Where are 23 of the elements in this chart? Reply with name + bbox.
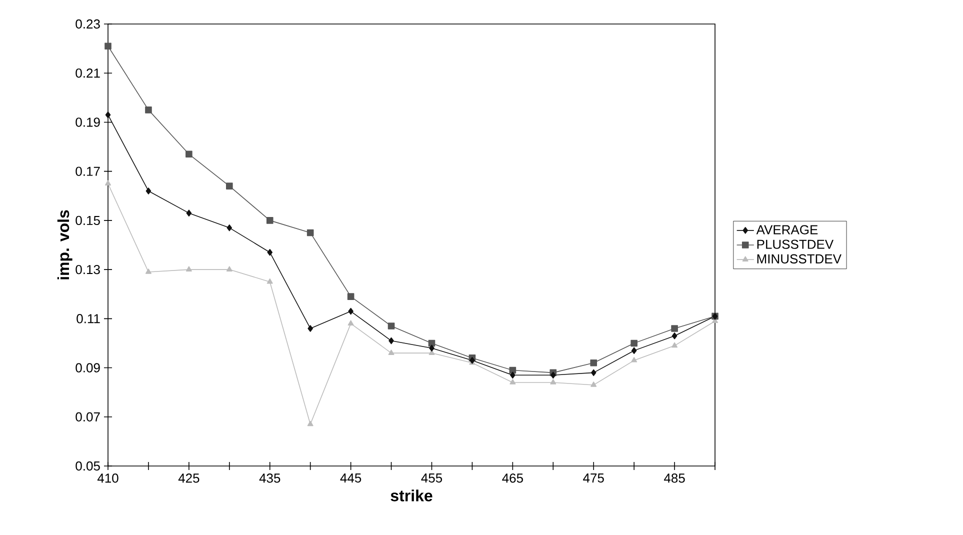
y-tick-label: 0.19 [76, 118, 100, 127]
y-axis-title: imp. vols [57, 210, 72, 280]
y-tick-label: 0.13 [76, 264, 100, 274]
y-tick-label: 0.05 [76, 461, 100, 471]
x-tick-label: 455 [421, 474, 442, 483]
y-tick-label: 0.15 [76, 216, 100, 226]
x-tick-label: 465 [502, 474, 523, 483]
y-tick-label: 0.07 [76, 412, 100, 422]
legend-label: AVERAGE [756, 225, 818, 234]
legend-label: PLUSSTDEV [757, 240, 834, 249]
legend-label: MINUSSTDEV [757, 254, 842, 264]
x-tick-label: 485 [664, 474, 685, 483]
x-tick-label: 435 [259, 474, 280, 483]
x-axis-title: strike [390, 490, 432, 502]
y-tick-label: 0.09 [76, 363, 100, 372]
y-tick-label: 0.17 [76, 166, 100, 176]
x-tick-label: 410 [97, 474, 118, 483]
y-tick-label: 0.21 [76, 68, 100, 78]
x-tick-label: 425 [178, 474, 200, 483]
y-tick-label: 0.23 [76, 19, 100, 29]
x-tick-label: 475 [583, 474, 604, 483]
y-tick-label: 0.11 [76, 314, 100, 324]
x-tick-label: 445 [340, 474, 362, 483]
